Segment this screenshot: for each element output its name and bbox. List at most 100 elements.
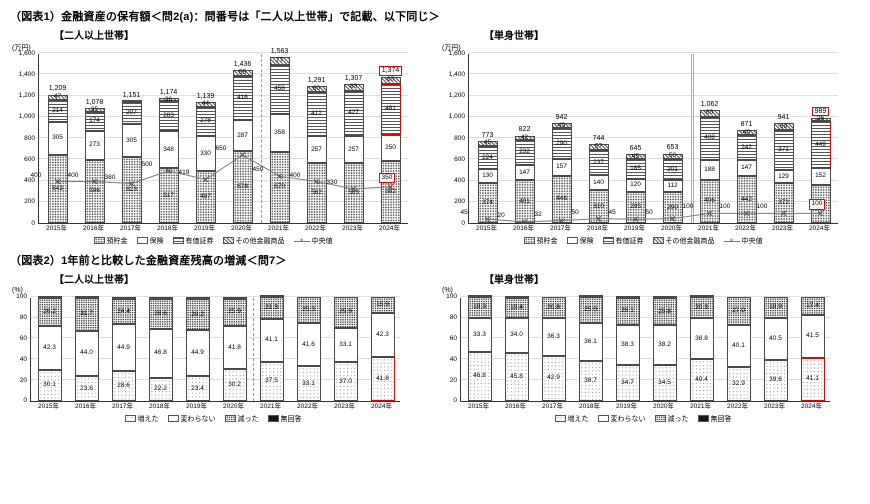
- legend-label: 増えた: [567, 415, 589, 423]
- segment-unchanged: 46.8: [148, 329, 173, 378]
- legend-item-insurance: 保険: [136, 236, 164, 246]
- x-tick-label: 2021年: [260, 402, 281, 410]
- chart-grid: 0 200 400 600 800 1,000 1,200 1,400 1,600 374 130…: [438, 50, 848, 233]
- x-tick-label: 2015年: [38, 402, 59, 410]
- y-tick-label: 100: [16, 293, 27, 301]
- total-value: 871: [740, 121, 753, 129]
- x-tick-label: 2018年: [587, 225, 608, 232]
- segment-unchanged: 44.0: [74, 330, 99, 377]
- bar-2017年: 446 157 290 49: [551, 53, 572, 223]
- segment-value: 237: [593, 158, 604, 166]
- y-axis: 0 200 400 600 800 1,000 1,200 1,400 1,600: [438, 50, 468, 226]
- segment-value: 60: [386, 76, 395, 84]
- segment-other: 26: [158, 96, 179, 102]
- segment-decreased: 19.9: [763, 296, 788, 318]
- legend-swatch-noanswer: [697, 415, 709, 423]
- legend-item-increased: 増えた: [554, 414, 589, 424]
- segment-value: 295: [630, 203, 641, 211]
- bar-2024年: 582 250 481 60: [380, 53, 401, 223]
- segment-value: 41.1: [265, 336, 278, 344]
- bar-2021年: 406 188 408 60: [699, 53, 720, 223]
- segment-value: 678: [237, 182, 248, 190]
- y-axis: 0 20 40 60 80 100: [438, 294, 460, 404]
- segment-decreased: 17.4: [800, 296, 825, 315]
- bar-2022年: 33.1 41.6 25.3: [296, 296, 321, 401]
- segment-value: 207: [126, 109, 137, 117]
- segment-noanswer: [148, 296, 173, 300]
- segment-value: 487: [200, 192, 211, 200]
- segment-increased: 23.4: [185, 376, 210, 401]
- y-tick-label: 1,600: [18, 49, 35, 57]
- y-tick-label: 400: [24, 177, 35, 184]
- chart-grid: 0 20 40 60 80 100 46.8 33.3 19.3 45.8 34.0 19.4 42.…: [438, 294, 848, 411]
- segment-other: 60: [343, 84, 364, 91]
- segment-securities: 371: [773, 130, 794, 170]
- x-tick-label: 2017年: [112, 402, 133, 410]
- segment-value: 458: [274, 85, 285, 93]
- gridline: [39, 94, 408, 96]
- legend-item-noanswer: 無回答: [697, 414, 732, 424]
- x-tick-label: 2018年: [579, 402, 600, 410]
- legend-swatch-unchanged: [167, 415, 179, 423]
- x-tick-label: 2021年: [698, 225, 719, 232]
- total-label: 941: [765, 114, 802, 122]
- total-label: 1,291: [298, 77, 335, 85]
- segment-value: 37.0: [339, 377, 352, 385]
- segment-value: 446: [556, 195, 567, 203]
- segment-deposits: 517: [158, 168, 179, 223]
- segment-noanswer: [615, 295, 640, 298]
- gridline: [31, 379, 400, 380]
- segment-value: 232: [519, 148, 530, 156]
- segment-value: 50: [668, 152, 677, 160]
- y-tick-label: 200: [454, 198, 465, 206]
- segment-other: 40: [736, 129, 757, 135]
- total-value: 942: [555, 113, 568, 121]
- segment-value: 47: [53, 92, 62, 100]
- segment-securities: 214: [47, 99, 68, 123]
- y-tick-label: 80: [19, 314, 27, 322]
- y-tick-label: 80: [449, 314, 457, 322]
- median-value: 50: [571, 208, 579, 216]
- total-label: 1,151: [113, 92, 150, 100]
- total-label: 1,374: [372, 65, 409, 76]
- legend-label: 中央値: [741, 237, 763, 245]
- segment-value: 38.7: [584, 376, 597, 384]
- bar-2020年: 678 287 416 55: [232, 53, 253, 223]
- segment-value: 25.8: [658, 307, 671, 315]
- segment-decreased: 19.3: [467, 297, 492, 318]
- segment-value: 20.8: [547, 303, 560, 311]
- segment-unchanged: 41.1: [259, 319, 284, 362]
- segment-value: 60: [312, 84, 321, 92]
- bar-2016年: 401 147 232 42: [514, 53, 535, 223]
- segment-decreased: 21.3: [259, 296, 284, 320]
- segment-other: 44: [195, 101, 216, 107]
- x-tick-label: 2016年: [75, 402, 96, 410]
- bar-2015年: 374 130 224 45: [477, 53, 498, 223]
- total-value: 773: [481, 131, 494, 139]
- bar-2020年: 30.2 41.8 25.9: [222, 296, 247, 401]
- segment-unchanged: 41.6: [296, 323, 321, 367]
- segment-value: 26.1: [621, 307, 634, 315]
- segment-value: 152: [815, 172, 826, 180]
- segment-value: 19.3: [473, 303, 486, 311]
- figure1-title: （図表1）金融資産の保有額＜問2(a)：問番号は「二人以上世帯」で記載、以下同じ…: [10, 11, 440, 23]
- segment-value: 20.3: [695, 303, 708, 311]
- y-tick-label: 1,000: [448, 113, 465, 121]
- segment-securities: 278: [195, 106, 216, 137]
- median-value: 45: [608, 209, 616, 217]
- segment-increased: 41.8: [370, 357, 395, 401]
- total-value: 744: [592, 134, 605, 142]
- segment-value: 38.2: [658, 340, 671, 348]
- gridline: [461, 316, 830, 318]
- legend-label: その他金融商品: [665, 237, 715, 245]
- segment-securities: 201: [662, 158, 683, 181]
- bar-2023年: 372 129 371 69: [773, 53, 794, 223]
- segment-insurance: 305: [121, 124, 142, 157]
- total-value: 1,062: [700, 100, 719, 108]
- segment-value: 41.8: [228, 343, 241, 351]
- total-value: 1,151: [122, 91, 141, 99]
- legend: 増えた 変わらない 減った 無回答: [438, 414, 848, 424]
- segment-value: 40.4: [695, 375, 708, 383]
- segment-insurance: 157: [551, 158, 572, 176]
- segment-value: 60: [705, 109, 714, 117]
